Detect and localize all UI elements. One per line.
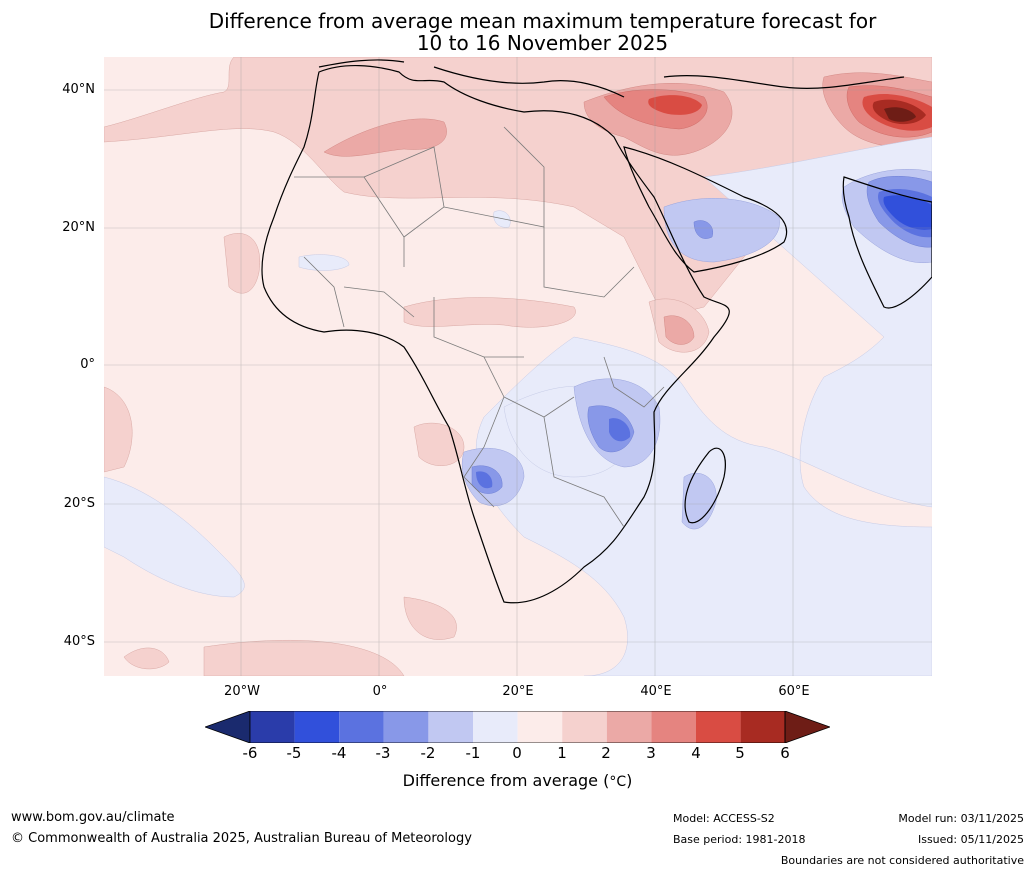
colorbar-frame (249, 711, 786, 743)
colorbar-segment-4-5 (696, 711, 741, 743)
lon-label-60e: 60°E (778, 684, 810, 699)
footer-disclaimer: Boundaries are not considered authoritat… (780, 854, 1024, 867)
colorbar-segment-m3-m2 (383, 711, 429, 743)
colorbar-tick-m5: -5 (286, 744, 302, 762)
colorbar-extend-low (205, 711, 251, 743)
lon-label-40e: 40°E (640, 684, 672, 699)
graticule (104, 57, 932, 676)
footer-base-period: Base period: 1981-2018 (673, 833, 806, 846)
colorbar-segment-m4-m3 (339, 711, 384, 743)
lat-label-20n: 20°N (62, 220, 95, 235)
colorbar-segment-5-6 (740, 711, 786, 743)
colorbar-tick-1: 1 (557, 744, 567, 762)
colorbar-label-prefix: Difference from average ( (402, 771, 610, 790)
footer-copyright: © Commonwealth of Australia 2025, Austra… (11, 831, 472, 846)
colorbar-segment-3-4 (651, 711, 696, 743)
colorbar-segment-m6-m5 (250, 711, 295, 743)
africa-coastline (261, 65, 730, 604)
lat-label-40s: 40°S (63, 634, 95, 649)
lat-label-40n: 40°N (62, 82, 95, 97)
colorbar-segment-m2-m1 (428, 711, 473, 743)
colorbar-segment-m5-m4 (294, 711, 340, 743)
colorbar-tick-2: 2 (601, 744, 611, 762)
colorbar-label-suffix: ) (626, 771, 633, 790)
colorbar-segment-0-1 (517, 711, 563, 743)
lon-label-0: 0° (372, 684, 388, 699)
forecast-map (104, 57, 932, 676)
colorbar-tick-m6: -6 (242, 744, 258, 762)
colorbar-segment-m1-0 (473, 711, 518, 743)
map-title-line1: Difference from average mean maximum tem… (208, 9, 877, 33)
colorbar-tick-m4: -4 (331, 744, 347, 762)
map-canvas (104, 57, 932, 676)
lat-label-20s: 20°S (63, 496, 95, 511)
colorbar (205, 711, 830, 743)
colorbar-tick-3: 3 (646, 744, 656, 762)
colorbar-tick-m3: -3 (375, 744, 391, 762)
colorbar-extend-high (784, 711, 830, 743)
india-coastline (842, 176, 932, 309)
colorbar-segment-1-2 (562, 711, 607, 743)
colorbar-tick-m1: -1 (465, 744, 481, 762)
colorbar-tick-0: 0 (512, 744, 522, 762)
map-title-line2: 10 to 16 November 2025 (416, 31, 669, 55)
arabian-peninsula-coastline (623, 146, 788, 273)
coastlines (261, 59, 932, 604)
colorbar-tick-6: 6 (780, 744, 790, 762)
colorbar-label: Difference from average (°C) (0, 771, 1035, 790)
colorbar-label-unit: °C (609, 774, 627, 790)
colorbar-segment-2-3 (606, 711, 652, 743)
country-borders (294, 126, 665, 528)
colorbar-tick-4: 4 (691, 744, 701, 762)
colorbar-tick-m2: -2 (420, 744, 436, 762)
anomaly-band-plus5-plus6 (872, 99, 926, 125)
anomaly-band-minus5-minus4 (883, 195, 932, 230)
footer-model-run: Model run: 03/11/2025 (898, 812, 1024, 825)
lon-label-20w: 20°W (224, 684, 260, 699)
lat-label-equator: 0° (80, 357, 95, 372)
europe-coastline (318, 59, 905, 98)
map-title: Difference from average mean maximum tem… (0, 10, 1035, 54)
footer-issued: Issued: 05/11/2025 (917, 833, 1024, 846)
madagascar-coastline (684, 447, 726, 524)
footer-website[interactable]: www.bom.gov.au/climate (11, 810, 175, 825)
footer-model: Model: ACCESS-S2 (673, 812, 775, 825)
colorbar-tick-5: 5 (735, 744, 745, 762)
anomaly-band-minus1-zero (104, 136, 932, 676)
lon-label-20e: 20°E (502, 684, 534, 699)
